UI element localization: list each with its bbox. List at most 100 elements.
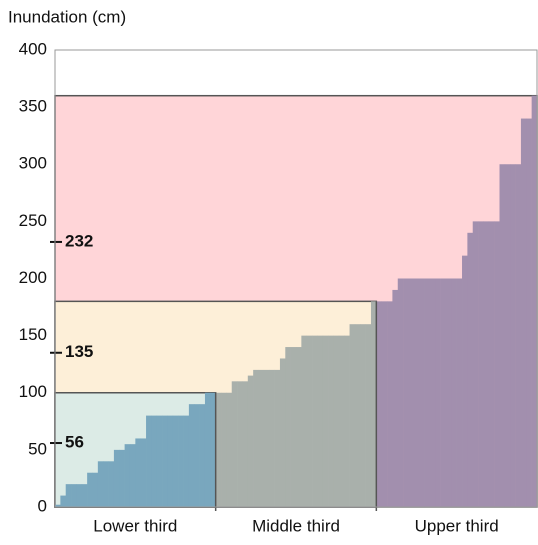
bar	[108, 461, 115, 507]
bar	[365, 324, 372, 507]
y-tick-label: 50	[28, 439, 47, 458]
bar	[247, 375, 254, 507]
bar	[210, 392, 216, 507]
y-axis-label: Inundation (cm)	[8, 7, 126, 26]
bar	[103, 461, 109, 507]
bar	[204, 392, 211, 507]
y-tick-label: 350	[19, 97, 47, 116]
bar	[499, 164, 506, 507]
bar	[269, 369, 275, 507]
bar	[328, 335, 334, 507]
bar	[451, 278, 457, 507]
bar	[392, 289, 399, 507]
y-tick-label: 250	[19, 211, 47, 230]
y-tick-label: 100	[19, 382, 47, 401]
bar	[462, 255, 468, 507]
bar	[370, 301, 377, 507]
bar	[263, 369, 270, 507]
mean-label: 135	[65, 342, 93, 361]
bar	[65, 484, 72, 507]
bar	[301, 335, 308, 507]
bar	[231, 381, 238, 507]
bar	[221, 392, 227, 507]
bar	[322, 335, 329, 507]
bar	[55, 504, 61, 507]
bar	[413, 278, 420, 507]
y-tick-label: 0	[38, 496, 47, 515]
bar	[140, 438, 147, 507]
bar	[274, 369, 281, 507]
bar	[183, 415, 190, 507]
bar	[467, 232, 474, 508]
bar	[215, 392, 222, 507]
bar	[156, 415, 163, 507]
bar	[188, 404, 195, 507]
bar	[113, 449, 120, 507]
bar	[119, 449, 125, 507]
bar	[419, 278, 425, 507]
bar	[338, 335, 345, 507]
bar	[478, 221, 484, 507]
bar	[76, 484, 83, 507]
bar	[445, 278, 452, 507]
bar	[520, 118, 527, 508]
y-tick-label: 150	[19, 325, 47, 344]
bar	[526, 118, 532, 508]
bar	[354, 324, 361, 507]
bar	[279, 358, 286, 507]
bar	[296, 347, 302, 507]
bar	[440, 278, 447, 507]
bar	[494, 221, 500, 507]
plot-frame	[54, 49, 538, 508]
bar	[488, 221, 495, 507]
bar	[60, 495, 67, 507]
bar	[403, 278, 409, 507]
bar	[178, 415, 184, 507]
bar	[397, 278, 404, 507]
mean-label: 56	[65, 433, 84, 452]
y-tick-label: 300	[19, 154, 47, 173]
bar	[344, 335, 350, 507]
bar	[146, 415, 152, 507]
bar	[360, 324, 366, 507]
bar	[151, 415, 158, 507]
bar	[333, 335, 340, 507]
bar	[456, 278, 463, 507]
bar	[510, 164, 516, 507]
bar	[531, 95, 538, 507]
bar	[253, 369, 259, 507]
x-tick-label: Lower third	[93, 516, 177, 535]
bar	[242, 381, 249, 507]
bar	[124, 444, 131, 507]
bar	[435, 278, 441, 507]
mean-label: 232	[65, 231, 93, 250]
y-tick-label: 400	[19, 39, 47, 58]
bar	[237, 381, 243, 507]
bar	[92, 472, 99, 507]
bar	[408, 278, 415, 507]
bar	[376, 301, 382, 507]
bar	[97, 461, 104, 507]
bar	[504, 164, 511, 507]
y-tick-label: 200	[19, 268, 47, 287]
bar	[87, 472, 93, 507]
bar	[387, 301, 393, 507]
bar	[162, 415, 168, 507]
bar	[472, 221, 479, 507]
bar	[312, 335, 318, 507]
x-tick-label: Upper third	[415, 516, 499, 535]
bar	[290, 347, 297, 507]
bar	[306, 335, 313, 507]
bar	[429, 278, 436, 507]
bar	[167, 415, 174, 507]
bar	[258, 369, 265, 507]
bar	[285, 347, 291, 507]
bar	[349, 324, 356, 507]
bar	[81, 484, 88, 507]
bar	[71, 484, 77, 507]
bar	[317, 335, 324, 507]
bar	[381, 301, 388, 507]
bar	[515, 164, 522, 507]
bar	[172, 415, 179, 507]
